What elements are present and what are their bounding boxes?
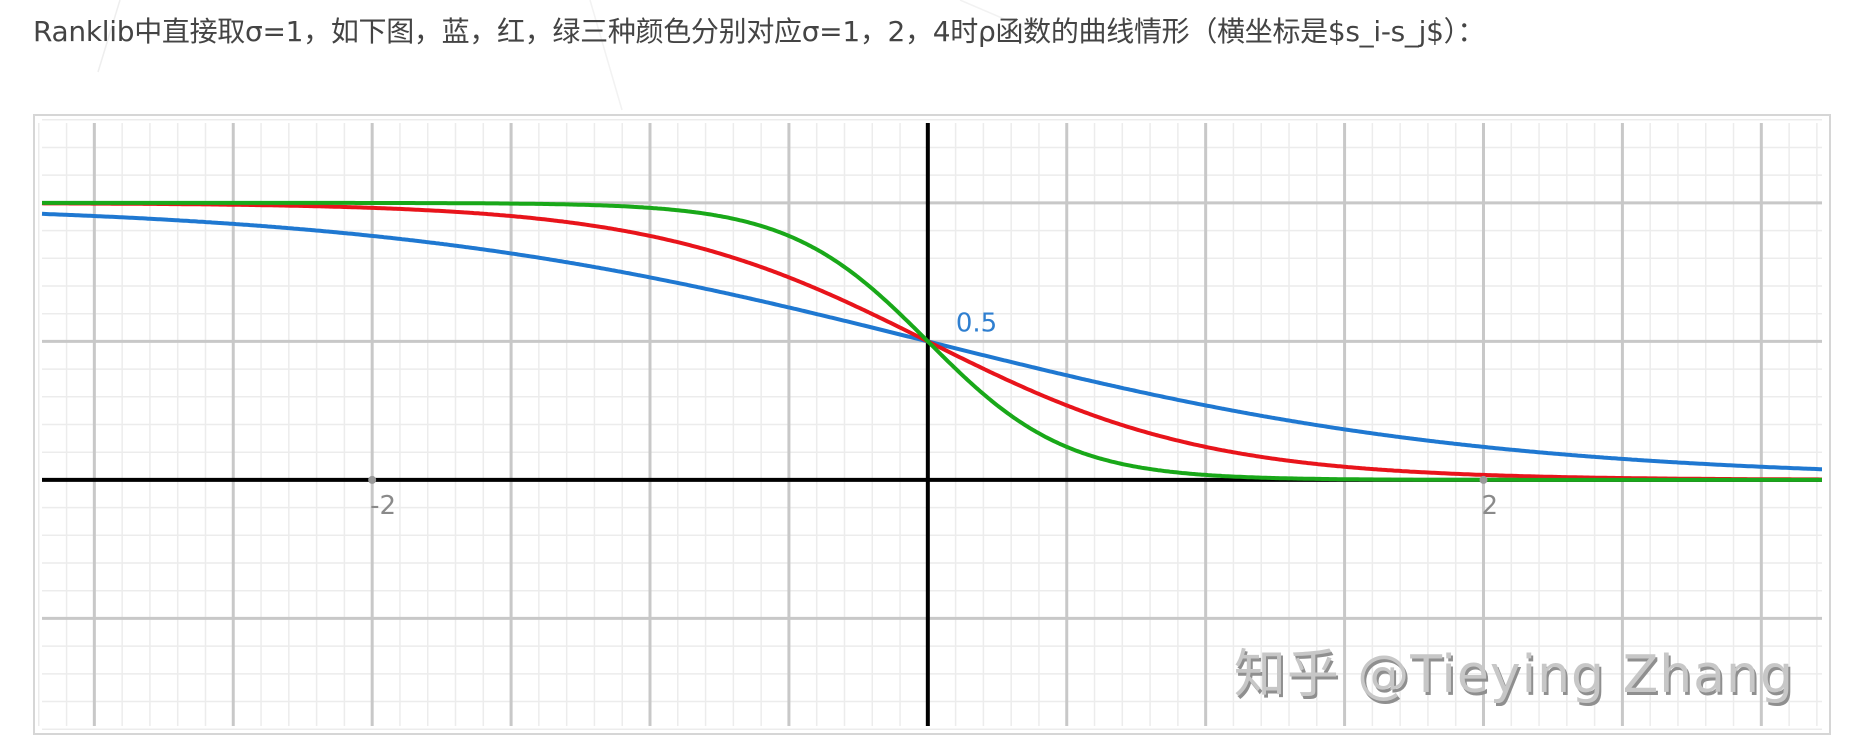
point-annotation: 0.5 <box>956 308 997 338</box>
x-tick-label: 2 <box>1481 491 1498 521</box>
curves <box>41 200 1822 482</box>
axis-labels: -2 2 0.5 <box>368 308 1498 521</box>
minor-gridlines <box>38 119 1822 730</box>
tick-point <box>1479 475 1488 484</box>
watermark: 知乎 @Tieying Zhang <box>1233 645 1794 705</box>
x-tick-label: -2 <box>370 491 396 521</box>
caption-text: Ranklib中直接取σ=1，如下图，蓝，红，绿三种颜色分别对应σ=1，2，4时… <box>33 15 1486 48</box>
background-decoration <box>97 0 1031 111</box>
curve-sigma-4 <box>42 200 1822 482</box>
tick-point <box>368 475 377 484</box>
